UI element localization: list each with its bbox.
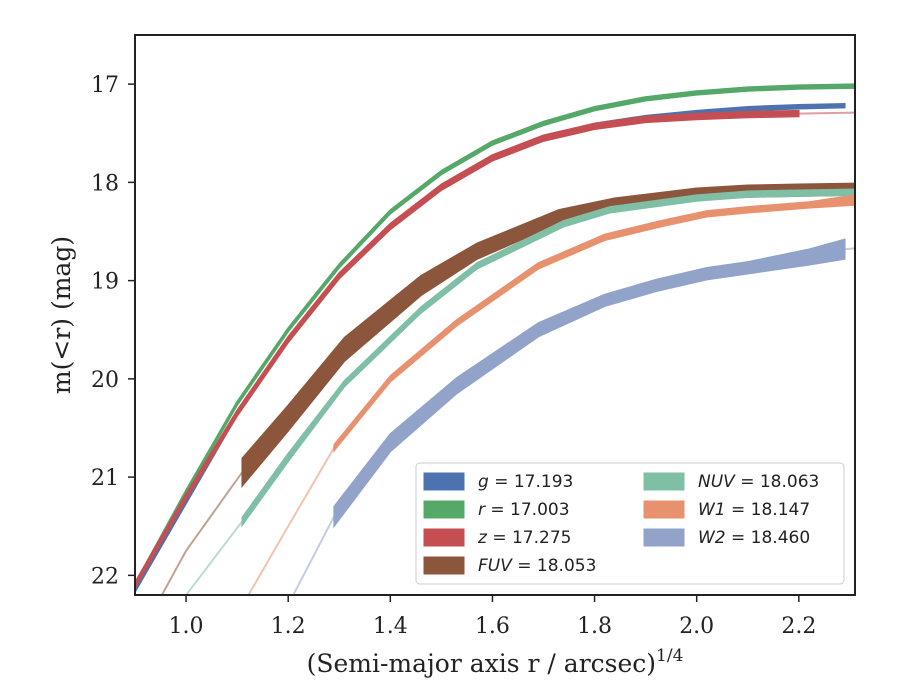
x-tick-label: 1.6 — [475, 614, 510, 639]
series-band — [135, 109, 800, 590]
plot-frame — [134, 34, 856, 596]
series-6 — [292, 238, 855, 595]
y-tick-label: 18 — [91, 171, 119, 196]
legend-label: W1 = 18.147 — [698, 500, 810, 520]
series-band — [241, 188, 855, 528]
x-tick-label: 2.2 — [781, 614, 816, 639]
series-4 — [184, 188, 855, 595]
y-tick-label: 19 — [91, 270, 119, 295]
legend-swatch — [423, 500, 465, 519]
series-2 — [135, 109, 855, 590]
x-axis-title-superscript: 1/4 — [656, 646, 683, 666]
y-tick-label: 17 — [91, 73, 119, 98]
y-tick-label: 20 — [91, 368, 119, 393]
y-axis-title: m(<r) (mag) — [47, 236, 76, 394]
legend: g = 17.193 r = 17.003 z = 17.275 FUV = 18.0… — [415, 462, 845, 585]
legend-label: g = 17.193 — [478, 472, 573, 492]
x-tick-label: 1.4 — [373, 614, 408, 639]
x-tick-label: 1.2 — [271, 614, 306, 639]
series-band — [135, 83, 855, 588]
legend-swatch — [423, 528, 465, 547]
x-tick-label: 2.0 — [679, 614, 714, 639]
legend-swatch — [423, 556, 465, 575]
legend-swatch — [643, 500, 685, 519]
series-1 — [135, 83, 855, 588]
y-tick-label: 22 — [91, 564, 119, 589]
legend-swatch — [423, 472, 465, 491]
x-axis-title-main: (Semi-major axis r / arcsec) — [307, 649, 656, 678]
legend-box — [415, 462, 845, 585]
legend-label: W2 = 18.460 — [698, 528, 810, 548]
legend-label: NUV = 18.063 — [698, 472, 819, 492]
legend-swatch — [643, 528, 685, 547]
legend-label: FUV = 18.053 — [478, 556, 596, 576]
x-tick-label: 1.8 — [577, 614, 612, 639]
axis-ticks: 1.0 1.2 1.4 1.6 1.8 2.0 2.2 17 18 19 20 21 22 — [91, 73, 816, 639]
series-band — [333, 194, 855, 453]
y-tick-label: 21 — [91, 466, 119, 491]
legend-label: z = 17.275 — [477, 528, 571, 548]
series-layer — [135, 83, 855, 595]
series-band — [333, 238, 846, 529]
series-band — [241, 182, 855, 488]
series-5 — [247, 194, 855, 595]
legend-swatch — [643, 472, 685, 491]
x-axis-title: (Semi-major axis r / arcsec)1/4 — [307, 646, 684, 678]
x-tick-label: 1.0 — [169, 614, 204, 639]
legend-label: r = 17.003 — [478, 500, 570, 520]
